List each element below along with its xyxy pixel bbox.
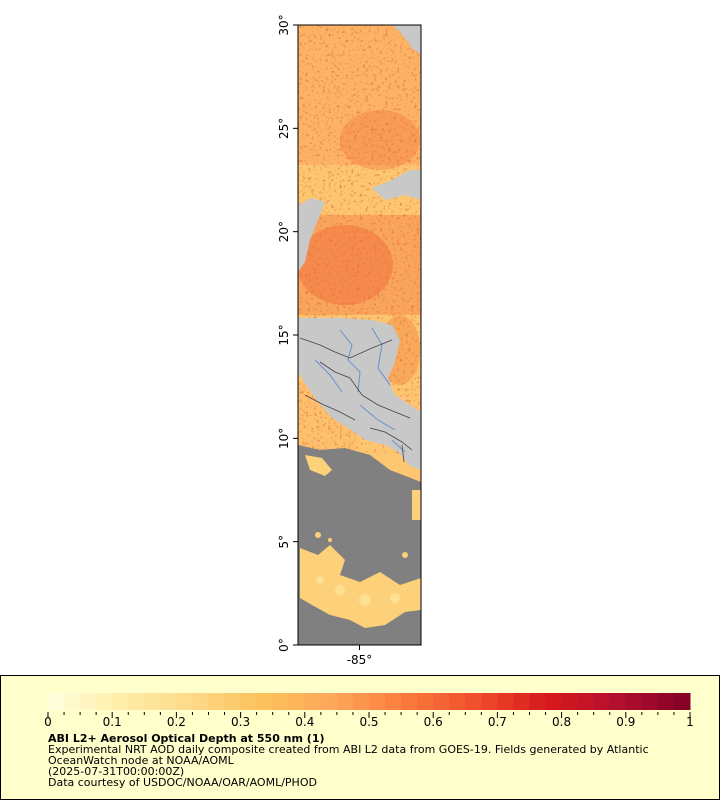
colorbar-cell: [112, 693, 129, 710]
legend-timestamp: (2025-07-31T00:00:00Z): [48, 765, 185, 778]
colorbar-cell: [96, 693, 113, 710]
land-central-america: [298, 318, 421, 470]
colorbar-cell: [369, 693, 386, 710]
colorbar-cell: [593, 693, 611, 710]
legend-panel: 0 0.1 0.2 0.3 0.4 0.5 0.6 0.7 0.8 0.9 1 ABI L2+ Ae…: [0, 675, 720, 800]
colorbar-cell: [561, 693, 579, 710]
lat-tick-label: 10°: [277, 428, 291, 449]
colorbar-tick-label: 0.5: [359, 715, 378, 729]
colorbar-cell: [48, 693, 65, 710]
colorbar-cell: [144, 693, 161, 710]
aod-map: 0° 5° 10° 15° 20° 25° 30° -85°: [277, 14, 422, 667]
colorbar-tick-label: 0.4: [295, 715, 314, 729]
colorbar-cell: [625, 693, 643, 710]
colorbar-tick-label: 0.1: [103, 715, 122, 729]
colorbar-cell: [240, 693, 258, 710]
colorbar-cell: [288, 693, 306, 710]
lat-tick-label: 25°: [277, 118, 291, 139]
colorbar-cell: [529, 693, 547, 710]
colorbar-cell: [401, 693, 418, 710]
colorbar-cell: [417, 693, 434, 710]
land-yucatan: [372, 170, 421, 200]
aod-patches-south: [300, 455, 421, 628]
colorbar-tick-label: 0.8: [552, 715, 571, 729]
land-upper-right: [392, 25, 421, 55]
latitude-axis: 0° 5° 10° 15° 20° 25° 30°: [277, 14, 298, 652]
colorbar-cell: [320, 693, 338, 710]
colorbar-cell: [208, 693, 226, 710]
colorbar-cell: [481, 693, 498, 710]
colorbar-cell: [128, 693, 145, 710]
lat-tick-label: 20°: [277, 221, 291, 242]
lon-tick-label: -85°: [347, 653, 373, 667]
colorbar-cell: [433, 693, 450, 710]
colorbar-cell: [449, 693, 466, 710]
colorbar-cell: [160, 693, 177, 710]
lat-tick-label: 30°: [277, 14, 291, 35]
colorbar-cell: [577, 693, 595, 710]
colorbar-cell: [497, 693, 514, 710]
colorbar-tick-labels: 0 0.1 0.2 0.3 0.4 0.5 0.6 0.7 0.8 0.9 1: [44, 715, 694, 729]
colorbar-cell: [673, 693, 691, 710]
map-content: [298, 25, 421, 645]
land-left-coast: [298, 198, 325, 272]
colorbar-tick-label: 0.6: [424, 715, 443, 729]
colorbar-tick-label: 0.7: [488, 715, 507, 729]
colorbar-tick-label: 0.2: [167, 715, 186, 729]
legend-credit: Data courtesy of USDOC/NOAA/OAR/AOML/PHO…: [48, 776, 317, 789]
colorbar-cell: [224, 693, 242, 710]
colorbar-cell: [465, 693, 482, 710]
colorbar-cells: [48, 693, 691, 710]
colorbar-cell: [80, 693, 97, 710]
colorbar-cell: [641, 693, 659, 710]
colorbar-cell: [176, 693, 193, 710]
colorbar-cell: [336, 693, 354, 710]
colorbar-cell: [513, 693, 530, 710]
lat-tick-label: 0°: [277, 638, 291, 652]
longitude-axis: -85°: [347, 645, 373, 667]
colorbar-cell: [272, 693, 290, 710]
colorbar: 0 0.1 0.2 0.3 0.4 0.5 0.6 0.7 0.8 0.9 1: [44, 693, 694, 729]
colorbar-cell: [64, 693, 81, 710]
colorbar-cell: [352, 693, 370, 710]
colorbar-tick-label: 0.9: [616, 715, 635, 729]
colorbar-tick-label: 0.3: [231, 715, 250, 729]
legend-text: ABI L2+ Aerosol Optical Depth at 550 nm …: [48, 733, 708, 788]
colorbar-cell: [385, 693, 402, 710]
rivers: [314, 327, 406, 453]
colorbar-cell: [256, 693, 274, 710]
colorbar-cell: [545, 693, 563, 710]
legend-title: ABI L2+ Aerosol Optical Depth at 550 nm …: [48, 732, 325, 745]
colorbar-tick-label: 1: [686, 715, 694, 729]
colorbar-ticks: [47, 712, 691, 718]
lat-tick-label: 5°: [277, 535, 291, 549]
colorbar-tick-label: 0: [44, 715, 52, 729]
colorbar-cell: [609, 693, 627, 710]
lat-tick-label: 15°: [277, 324, 291, 345]
borders: [299, 337, 413, 463]
colorbar-cell: [304, 693, 322, 710]
colorbar-cell: [192, 693, 209, 710]
legend-description: Experimental NRT AOD daily composite cre…: [48, 743, 649, 767]
colorbar-cell: [657, 693, 675, 710]
